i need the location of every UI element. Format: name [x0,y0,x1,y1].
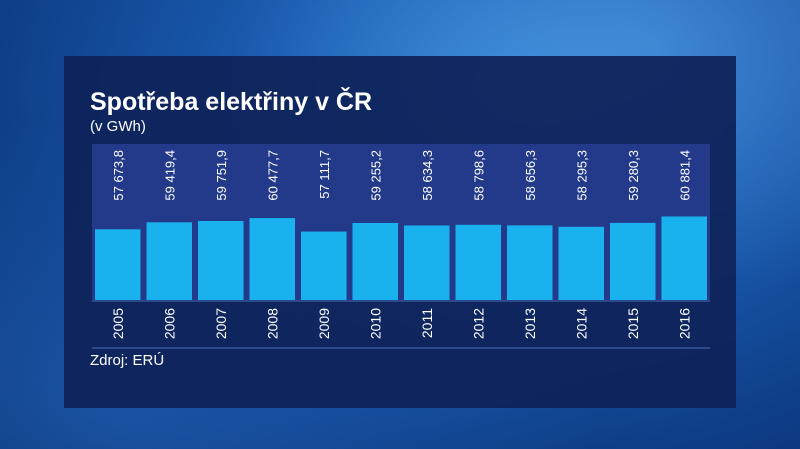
bar-2010 [352,222,398,300]
year-label-2006: 2006 [161,308,177,339]
value-label-2011: 58 634,3 [420,150,435,201]
bar-2011 [404,225,450,300]
value-label-2016: 60 881,4 [677,150,692,201]
year-label-2012: 2012 [470,308,486,339]
chart-title: Spotřeba elektřiny v ČR [90,88,373,116]
value-label-2008: 60 477,7 [265,150,280,201]
bar-2015 [610,222,656,300]
value-label-2013: 58 656,3 [523,150,538,201]
value-label-2007: 59 751,9 [214,150,229,201]
bar-2013 [507,225,553,300]
year-label-2007: 2007 [213,308,229,339]
value-label-2009: 57 111,7 [317,150,332,199]
year-label-2015: 2015 [625,308,641,339]
bar-2006 [146,222,192,300]
bar-2005 [95,229,141,300]
value-label-2006: 59 419,4 [162,150,177,201]
year-label-2011: 2011 [419,308,435,338]
bar-2007 [198,220,244,300]
year-label-2008: 2008 [264,308,280,339]
value-label-2012: 58 798,6 [471,150,486,201]
value-label-2014: 58 295,3 [574,150,589,201]
value-label-2005: 57 673,8 [111,150,126,201]
bar-chart: 57 673,8 2005 59 419,4 2006 59 751,9 2007 60 4… [92,144,710,349]
year-label-2013: 2013 [522,308,538,339]
bar-2014 [558,226,604,300]
plot-band [92,144,710,300]
year-label-2016: 2016 [676,308,692,339]
source-note: Zdroj: ERÚ [90,352,165,369]
chart-subtitle: (v GWh) [90,118,146,135]
value-label-2015: 59 280,3 [626,150,641,201]
value-label-2010: 59 255,2 [368,150,383,201]
bar-2009 [301,231,347,300]
year-label-2009: 2009 [316,308,332,339]
year-label-2014: 2014 [573,308,589,339]
year-label-2010: 2010 [367,308,383,339]
bar-2016 [661,216,707,300]
bar-2012 [455,224,501,300]
year-label-2005: 2005 [110,308,126,339]
chart-panel: Spotřeba elektřiny v ČR (v GWh) 57 673,8… [64,56,736,408]
bar-2008 [249,218,295,300]
